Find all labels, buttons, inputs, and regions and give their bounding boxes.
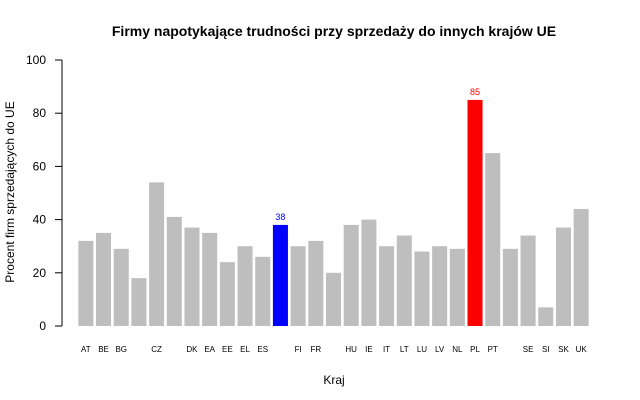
bar-BE bbox=[96, 232, 112, 326]
bar-SI bbox=[538, 307, 554, 326]
x-tick-label: NL bbox=[452, 345, 463, 354]
bars-group bbox=[78, 99, 589, 327]
x-tick-label: SE bbox=[523, 345, 534, 354]
y-tick-label: 60 bbox=[33, 159, 47, 173]
y-tick-label: 80 bbox=[33, 106, 47, 120]
bar-NL bbox=[449, 248, 465, 326]
bar-SK bbox=[555, 227, 571, 326]
bar-UK bbox=[573, 208, 589, 326]
x-tick-label: ES bbox=[257, 345, 268, 354]
bar-LV bbox=[432, 246, 448, 326]
bar-ES bbox=[255, 256, 271, 326]
y-tick-label: 0 bbox=[39, 319, 46, 333]
x-tick-label: IT bbox=[383, 345, 390, 354]
x-tick-label: PL bbox=[470, 345, 480, 354]
bar-PT bbox=[485, 153, 501, 326]
bar-SE bbox=[520, 235, 536, 326]
y-tick-label: 40 bbox=[33, 213, 47, 227]
x-tick-label: LV bbox=[435, 345, 445, 354]
bar-unlabeled-3 bbox=[131, 278, 147, 326]
y-axis: 0 20 40 60 80 100 bbox=[26, 53, 63, 333]
bar-EE bbox=[219, 262, 235, 326]
bar-LT bbox=[396, 235, 412, 326]
chart-title: Firmy napotykające trudności przy sprzed… bbox=[112, 23, 556, 39]
x-tick-label: CZ bbox=[151, 345, 162, 354]
x-tick-label: EA bbox=[204, 345, 215, 354]
bar-AT bbox=[78, 240, 94, 326]
x-tick-label: FI bbox=[295, 345, 302, 354]
bar-IT bbox=[379, 246, 395, 326]
x-tick-label: UK bbox=[576, 345, 588, 354]
y-tick-label: 20 bbox=[33, 266, 47, 280]
x-tick-label: FR bbox=[310, 345, 321, 354]
x-tick-label: EL bbox=[240, 345, 250, 354]
y-tick-label: 100 bbox=[26, 53, 46, 67]
bar-unlabeled-11 bbox=[272, 224, 288, 326]
x-tick-label: HU bbox=[345, 345, 357, 354]
x-tick-label: AT bbox=[81, 345, 91, 354]
bar-EL bbox=[237, 246, 253, 326]
data-label: 85 bbox=[470, 87, 480, 97]
bar-DK bbox=[184, 227, 200, 326]
x-tick-label: PT bbox=[488, 345, 498, 354]
bar-BG bbox=[113, 248, 129, 326]
bar-HU bbox=[343, 224, 359, 326]
bar-unlabeled-24 bbox=[502, 248, 518, 326]
data-label: 38 bbox=[275, 212, 285, 222]
bar-unlabeled-14 bbox=[325, 272, 342, 326]
x-tick-label: BE bbox=[98, 345, 109, 354]
x-axis-label: Kraj bbox=[323, 373, 344, 387]
x-tick-label: SK bbox=[558, 345, 569, 354]
x-tick-label: DK bbox=[186, 345, 198, 354]
x-tick-label: IE bbox=[365, 345, 373, 354]
bar-IE bbox=[361, 219, 377, 326]
bar-LU bbox=[414, 251, 430, 326]
x-tick-label: LT bbox=[400, 345, 409, 354]
bar-PL bbox=[467, 99, 483, 327]
x-tick-label: SI bbox=[542, 345, 550, 354]
x-tick-label: BG bbox=[115, 345, 127, 354]
category-labels-group: AT BE BG CZ DK EA EE EL ES FI FR HU IE IT LT LU LV NL PL PT… bbox=[81, 345, 587, 354]
x-tick-label: LU bbox=[417, 345, 427, 354]
x-tick-label: EE bbox=[222, 345, 233, 354]
y-axis-label: Procent firm sprzedających do UE bbox=[3, 101, 17, 282]
bar-FI bbox=[290, 246, 306, 326]
bar-EA bbox=[202, 232, 218, 326]
bar-FR bbox=[308, 240, 324, 326]
bar-CZ bbox=[149, 182, 165, 326]
data-labels-group: 38 85 bbox=[275, 87, 480, 222]
bar-unlabeled-5 bbox=[166, 216, 182, 326]
